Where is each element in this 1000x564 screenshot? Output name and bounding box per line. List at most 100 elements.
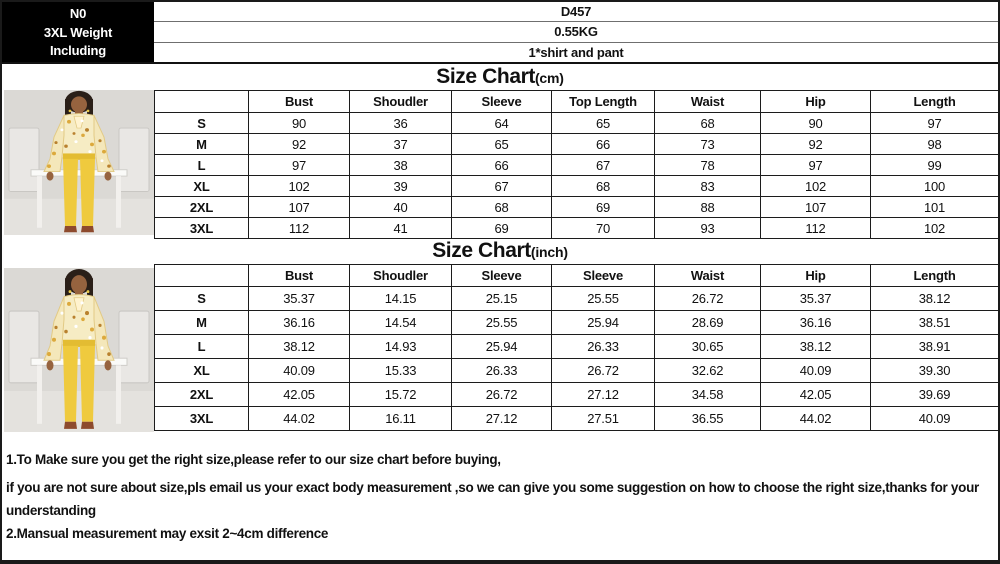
cell: 102 <box>870 217 998 239</box>
table-row: XL 102 39 67 68 83 102 100 <box>154 175 998 197</box>
top-header: N0 3XL Weight Including D457 0.55KG 1*sh… <box>2 2 998 64</box>
inch-col-bust: Bust <box>248 264 350 287</box>
cell: 69 <box>551 196 655 218</box>
inch-col-hip: Hip <box>760 264 871 287</box>
size-label: L <box>154 154 249 176</box>
cell: 36.16 <box>248 310 350 335</box>
cell: 25.55 <box>551 286 655 311</box>
cell: 27.12 <box>451 406 552 431</box>
product-photo-bottom <box>4 268 154 432</box>
cell: 38.51 <box>870 310 998 335</box>
style-number: D457 <box>154 2 998 23</box>
cell: 102 <box>248 175 350 197</box>
header-left-box: N0 3XL Weight Including <box>2 2 154 62</box>
cell: 39.69 <box>870 382 998 407</box>
table-row: 2XL 42.05 15.72 26.72 27.12 34.58 42.05 … <box>154 382 998 407</box>
cell: 90 <box>248 112 350 134</box>
size-label: 3XL <box>154 217 249 239</box>
cm-chart-unit: (cm) <box>534 70 564 86</box>
size-label: S <box>154 286 249 311</box>
size-label: XL <box>154 175 249 197</box>
cell: 78 <box>654 154 761 176</box>
cell: 27.51 <box>551 406 655 431</box>
table-row: S 35.37 14.15 25.15 25.55 26.72 35.37 38… <box>154 286 998 311</box>
cm-col-bust: Bust <box>248 90 350 113</box>
header-left-line-3: Including <box>50 43 106 59</box>
cell: 67 <box>451 175 552 197</box>
cell: 83 <box>654 175 761 197</box>
cell: 92 <box>248 133 350 155</box>
cell: 97 <box>760 154 871 176</box>
cell: 40.09 <box>870 406 998 431</box>
cm-col-shoulder: Shoudler <box>349 90 452 113</box>
inch-col-sleeve-2: Sleeve <box>551 264 655 287</box>
cell: 15.72 <box>349 382 452 407</box>
header-left-line-1: N0 <box>69 5 87 21</box>
cell: 44.02 <box>760 406 871 431</box>
table-row: 3XL 44.02 16.11 27.12 27.51 36.55 44.02 … <box>154 406 998 431</box>
cell: 101 <box>870 196 998 218</box>
size-label: 2XL <box>154 382 249 407</box>
cell: 65 <box>551 112 655 134</box>
cell: 112 <box>248 217 350 239</box>
cell: 92 <box>760 133 871 155</box>
cell: 26.72 <box>451 382 552 407</box>
cell: 68 <box>451 196 552 218</box>
cm-col-length: Length <box>870 90 998 113</box>
cell: 42.05 <box>760 382 871 407</box>
model-in-yellow-outfit <box>4 90 154 235</box>
cell: 102 <box>760 175 871 197</box>
cell: 38.12 <box>760 334 871 359</box>
inch-col-size <box>154 264 249 287</box>
note-line-3: 2.Mansual measurement may exsit 2~4cm di… <box>6 526 329 541</box>
cell: 98 <box>870 133 998 155</box>
note-line-1: 1.To Make sure you get the right size,pl… <box>6 452 501 467</box>
cell: 25.15 <box>451 286 552 311</box>
header-left-line-2: 3XL Weight <box>43 24 113 40</box>
cell: 40 <box>349 196 452 218</box>
inch-col-length: Length <box>870 264 998 287</box>
cell: 112 <box>760 217 871 239</box>
cell: 26.72 <box>654 286 761 311</box>
note-line-2: if you are not sure about size,pls email… <box>6 480 979 518</box>
inch-col-shoulder: Shoudler <box>349 264 452 287</box>
cell: 69 <box>451 217 552 239</box>
cell: 42.05 <box>248 382 350 407</box>
inch-col-waist: Waist <box>654 264 761 287</box>
table-row: M 92 37 65 66 73 92 98 <box>154 133 998 155</box>
sizing-notes: 1.To Make sure you get the right size,pl… <box>2 430 998 556</box>
inch-chart-title: Size Chart(inch) <box>2 238 998 264</box>
table-row: S 90 36 64 65 68 90 97 <box>154 112 998 134</box>
cell: 67 <box>551 154 655 176</box>
size-chart-cm-table: Bust Shoudler Sleeve Top Length Waist Hi… <box>154 90 998 239</box>
cell: 34.58 <box>654 382 761 407</box>
cm-col-size <box>154 90 249 113</box>
cell: 70 <box>551 217 655 239</box>
size-label: 3XL <box>154 406 249 431</box>
cell: 25.55 <box>451 310 552 335</box>
cell: 100 <box>870 175 998 197</box>
cell: 35.37 <box>248 286 350 311</box>
cell: 38.12 <box>870 286 998 311</box>
cell: 35.37 <box>760 286 871 311</box>
model-in-yellow-outfit <box>4 268 154 432</box>
cm-col-hip: Hip <box>760 90 871 113</box>
cell: 38.91 <box>870 334 998 359</box>
cell: 30.65 <box>654 334 761 359</box>
cell: 15.33 <box>349 358 452 383</box>
cell: 38 <box>349 154 452 176</box>
cell: 73 <box>654 133 761 155</box>
cell: 88 <box>654 196 761 218</box>
cell: 68 <box>654 112 761 134</box>
cm-col-waist: Waist <box>654 90 761 113</box>
cell: 97 <box>870 112 998 134</box>
cell: 65 <box>451 133 552 155</box>
cell: 107 <box>760 196 871 218</box>
cell: 37 <box>349 133 452 155</box>
table-row: L 38.12 14.93 25.94 26.33 30.65 38.12 38… <box>154 334 998 359</box>
cell: 26.72 <box>551 358 655 383</box>
cell: 14.54 <box>349 310 452 335</box>
cell: 38.12 <box>248 334 350 359</box>
table-row: 2XL 107 40 68 69 88 107 101 <box>154 196 998 218</box>
